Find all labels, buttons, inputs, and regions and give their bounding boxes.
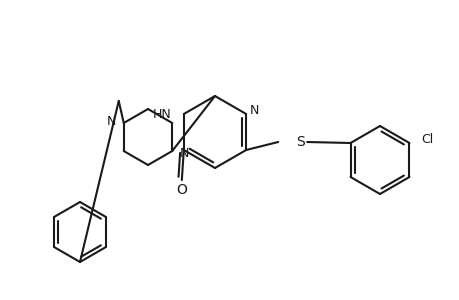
Text: O: O xyxy=(176,183,187,197)
Text: N: N xyxy=(249,103,258,116)
Text: HN: HN xyxy=(153,107,172,121)
Text: Cl: Cl xyxy=(420,133,433,146)
Text: N: N xyxy=(106,115,116,128)
Text: N: N xyxy=(180,146,189,160)
Text: S: S xyxy=(295,135,304,149)
